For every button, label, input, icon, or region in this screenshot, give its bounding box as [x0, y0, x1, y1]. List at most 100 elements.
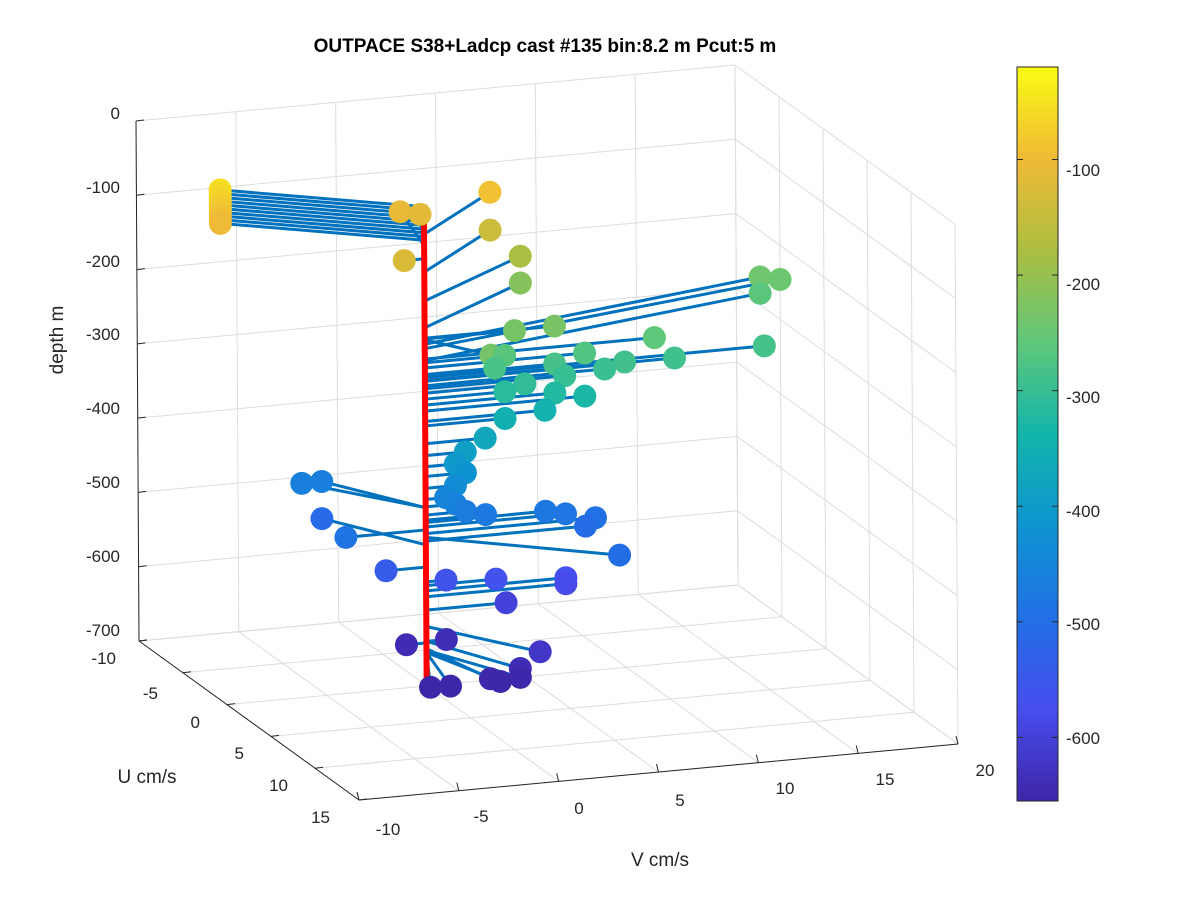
v-tick-mark: [855, 745, 859, 754]
u-tick-label: 10: [269, 776, 288, 795]
velocity-marker: [508, 271, 532, 295]
grid-line: [778, 96, 783, 617]
velocity-stick: [218, 214, 426, 235]
grid-line: [138, 584, 739, 642]
velocity-marker: [573, 341, 597, 365]
velocity-stick: [423, 336, 656, 361]
velocity-marker: [484, 567, 508, 591]
v-tick-label: 20: [976, 761, 995, 780]
velocity-sticks: [218, 188, 782, 689]
velocity-marker: [553, 364, 577, 388]
v-axis-ticks: -10 -5 0 5 10 15 20: [376, 761, 995, 839]
velocity-markers: [208, 178, 792, 699]
grid-line: [534, 83, 539, 604]
velocity-marker: [662, 346, 686, 370]
velocity-marker: [493, 380, 517, 404]
colorbar-tick-label: -300: [1066, 388, 1100, 407]
velocity-stick: [424, 647, 492, 681]
u-tick-mark: [314, 766, 324, 769]
z-axis-ticks: 0 -100 -200 -300 -400 -500 -600 -700: [86, 104, 120, 640]
velocity-marker: [494, 591, 518, 615]
velocity-marker: [439, 674, 463, 698]
v-tick-mark: [556, 773, 560, 782]
velocity-stick: [423, 278, 782, 351]
z-tick-mark: [137, 342, 146, 345]
z-tick-mark: [138, 490, 147, 493]
grid-line: [735, 213, 957, 373]
velocity-marker: [613, 350, 637, 374]
velocity-marker: [474, 503, 498, 527]
z-tick-label: -400: [86, 399, 120, 418]
v-tick-mark: [356, 791, 360, 801]
velocity-marker: [478, 218, 502, 242]
grid-line: [338, 621, 559, 782]
z-tick-mark: [137, 416, 146, 419]
v-tick-mark: [456, 782, 460, 791]
u-tick-mark: [182, 671, 192, 674]
u-tick-label: -10: [91, 649, 116, 668]
grid-line: [737, 510, 958, 671]
colorbar-tick-label: -600: [1066, 729, 1100, 748]
velocity-stick: [423, 390, 507, 401]
grid-line: [910, 192, 915, 713]
velocity-marker: [434, 627, 458, 651]
grid-line: [270, 679, 871, 737]
z-tick-mark: [135, 119, 145, 122]
grid-line: [822, 128, 827, 649]
v-tick-mark: [955, 735, 959, 745]
colorbar-tick-label: -400: [1066, 502, 1100, 521]
grid-line: [634, 74, 639, 595]
velocity-stick: [422, 254, 522, 303]
v-tick-label: 5: [675, 791, 684, 810]
grid-line: [238, 631, 460, 792]
grid-line: [435, 92, 439, 614]
colorbar-tick-label: -500: [1066, 615, 1100, 634]
grid-line: [182, 616, 783, 674]
grid-line: [735, 138, 956, 299]
velocity-marker: [478, 180, 502, 204]
velocity-marker: [593, 357, 617, 381]
grid-line: [736, 436, 958, 596]
velocity-stick: [423, 360, 627, 383]
velocity-stick: [423, 416, 507, 428]
colorbar-gradient: [1016, 66, 1059, 802]
velocity-stick: [423, 391, 557, 407]
u-tick-label: -5: [143, 684, 158, 703]
velocity-stick: [424, 601, 508, 612]
velocity-stick: [218, 203, 426, 224]
velocity-marker: [473, 426, 497, 450]
velocity-stick: [424, 524, 588, 543]
velocity-marker: [374, 559, 398, 583]
velocity-marker: [493, 406, 517, 430]
velocity-marker: [608, 543, 632, 567]
v-tick-mark: [656, 763, 659, 773]
velocity-stick: [423, 291, 762, 363]
velocity-marker: [503, 319, 527, 343]
u-tick-mark: [138, 639, 148, 642]
z-tick-mark: [136, 193, 145, 196]
grid-line: [735, 287, 957, 448]
grid-line: [438, 612, 659, 773]
velocity-marker: [768, 268, 792, 292]
grid-line: [866, 160, 871, 681]
grid-line: [736, 361, 958, 522]
velocity-stick: [320, 517, 428, 547]
grid-line: [954, 223, 959, 745]
grid-line: [538, 603, 759, 764]
grid-lines: [135, 64, 959, 801]
z-tick-label: -500: [86, 473, 120, 492]
velocity-stick: [422, 228, 492, 274]
velocity-marker: [642, 326, 666, 350]
velocity-marker: [454, 499, 478, 523]
velocity-marker: [483, 356, 507, 380]
velocity-marker: [434, 568, 458, 592]
velocity-marker: [392, 249, 416, 273]
velocity-stick: [218, 221, 426, 242]
u-axis-label: U cm/s: [117, 767, 176, 788]
u-axis-ticks: -10 -5 0 5 10 15: [91, 649, 330, 827]
v-tick-label: -5: [473, 807, 488, 826]
velocity-marker: [310, 469, 334, 493]
z-tick-mark: [138, 565, 147, 568]
u-tick-label: 0: [191, 713, 200, 732]
velocity-stick: [423, 275, 762, 346]
